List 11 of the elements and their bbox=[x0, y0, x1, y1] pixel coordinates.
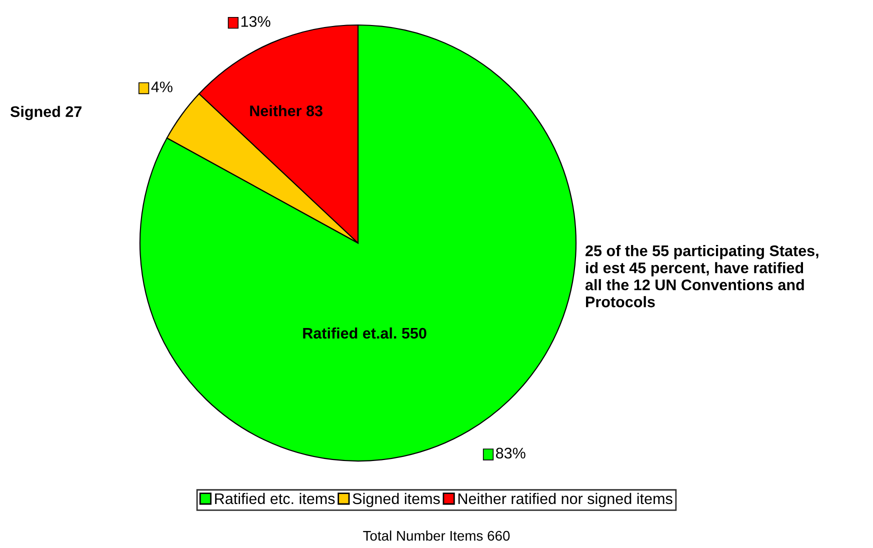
text: 25 of the 55 participating States, id est 45 percent, have ratified all the 12 UN Conventions and Protocols bbox=[585, 245, 818, 308]
text: Neither 83 bbox=[250, 105, 322, 116]
text: Ratified et.al. 550 bbox=[303, 327, 426, 339]
data-label: 4% bbox=[151, 82, 172, 92]
data-label: 13% bbox=[241, 16, 270, 27]
legend-label: Ratified etc. items bbox=[215, 492, 335, 504]
text: Total Number Items 660 bbox=[363, 530, 510, 541]
legend-label: Signed items bbox=[352, 492, 440, 508]
data-label: 83% bbox=[496, 448, 526, 459]
text: Signed 27 bbox=[10, 106, 82, 120]
legend-label: Neither ratified nor signed items bbox=[458, 492, 672, 508]
